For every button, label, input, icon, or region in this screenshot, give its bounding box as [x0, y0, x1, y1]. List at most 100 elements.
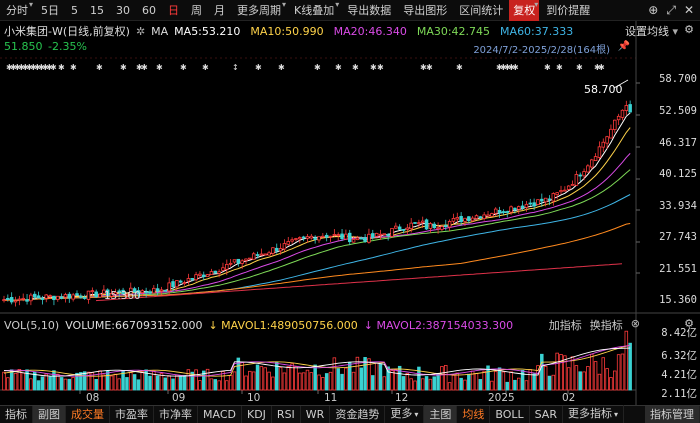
volume-bar: [344, 367, 348, 391]
tab-item[interactable]: BOLL: [490, 405, 530, 423]
tab-item[interactable]: MACD: [198, 405, 242, 423]
close-circle-icon[interactable]: ⊗: [630, 317, 640, 330]
volume-bar: [551, 374, 556, 391]
toolbar-item[interactable]: 区间统计: [459, 3, 504, 17]
candle-body: [340, 233, 344, 240]
candle-body: [117, 290, 121, 293]
tab-item[interactable]: 成交量: [66, 405, 110, 423]
candle-body: [413, 222, 417, 224]
date-axis-label: 08: [86, 392, 100, 404]
tab-item[interactable]: 更多指标 ▾: [563, 405, 624, 423]
period-items: 分时 ▾ 5日 5 15 30 60 日周月更多周期 ▾ K线叠加 ▾ 导出数据 导出图形 区间统计 复权 ▾…: [0, 0, 596, 21]
event-star-icon: ✱: [370, 63, 377, 72]
tab-item[interactable]: 主图: [424, 405, 458, 423]
candle-body: [32, 293, 37, 298]
chevron-down-icon[interactable]: ▾: [534, 0, 539, 9]
volume-bar: [225, 380, 229, 391]
event-star-icon: ✱: [314, 63, 321, 72]
toolbar-item[interactable]: 复权: [509, 0, 540, 21]
tab-item[interactable]: 副图: [33, 405, 66, 423]
volume-bar: [159, 373, 164, 391]
toolbar-item[interactable]: 15: [90, 3, 105, 17]
toolbar-item[interactable]: K线叠加: [294, 3, 335, 17]
volume-bar: [578, 371, 582, 391]
candle-body: [355, 237, 360, 241]
tab-item[interactable]: 市盈率: [110, 405, 154, 423]
candle-body: [40, 298, 45, 300]
toolbar-item[interactable]: 周: [191, 3, 203, 17]
gear-icon[interactable]: ✲: [135, 24, 146, 38]
pin-icon[interactable]: 📌: [617, 41, 630, 52]
toolbar-item[interactable]: 到价提醒: [546, 3, 591, 17]
volume-bar: [221, 371, 225, 391]
candle-body: [547, 198, 552, 201]
candle-body: [159, 289, 164, 292]
period-toolbar: 分时 ▾ 5日 5 15 30 60 日周月更多周期 ▾ K线叠加 ▾ 导出数据 导出图形 区间统计 复权 ▾…: [0, 0, 700, 21]
close-icon[interactable]: ✕: [683, 2, 694, 17]
toolbar-item[interactable]: 月: [214, 3, 226, 17]
chevron-down-icon[interactable]: ▾: [29, 0, 34, 9]
volume-bar: [570, 356, 575, 391]
volume-bar: [209, 378, 214, 391]
volume-bar: [102, 374, 106, 391]
candle-body: [586, 165, 590, 173]
toolbar-item[interactable]: 30: [116, 3, 131, 17]
event-star-icon: ✱: [556, 63, 563, 72]
volume-bar: [351, 371, 356, 391]
volume-bar: [305, 369, 310, 391]
tab-item[interactable]: 更多 ▾: [385, 405, 425, 423]
candle-body: [482, 214, 486, 220]
tab-item[interactable]: SAR: [530, 405, 563, 423]
toolbar-item[interactable]: 更多周期: [237, 3, 282, 17]
event-star-icon: ✱: [594, 63, 601, 72]
tab-item[interactable]: KDJ: [242, 405, 272, 423]
settings-gear-icon[interactable]: ⚙: [684, 23, 694, 36]
toolbar-item[interactable]: 分时: [6, 3, 28, 17]
volume-bar: [616, 354, 621, 391]
tab-item[interactable]: 资金趋势: [330, 405, 386, 423]
tab-item[interactable]: 指标管理: [645, 405, 700, 423]
volume-bar: [497, 367, 502, 391]
candle-body: [478, 216, 483, 219]
event-star-icon: ✱: [202, 63, 209, 72]
tab-item[interactable]: 指标: [0, 405, 33, 423]
tab-item[interactable]: WR: [301, 405, 331, 423]
volume-bar: [52, 370, 56, 391]
tab-item[interactable]: 市净率: [154, 405, 198, 423]
candle-body: [109, 293, 114, 297]
circle-plus-icon[interactable]: ⊕: [648, 2, 659, 17]
add-indicator-button[interactable]: 加指标: [548, 319, 582, 332]
toolbar-item[interactable]: 导出数据: [347, 3, 392, 17]
toolbar-item[interactable]: 5: [71, 3, 79, 17]
toolbar-item[interactable]: 60: [142, 3, 157, 17]
candle-body: [213, 270, 218, 274]
toolbar-item[interactable]: 日: [168, 3, 180, 17]
candle-body: [198, 273, 202, 276]
volume-settings-gear-icon[interactable]: ⚙: [684, 317, 694, 330]
candle-body: [593, 156, 598, 162]
toolbar-item[interactable]: 导出图形: [403, 3, 448, 17]
event-star-icon: ✱: [10, 63, 17, 72]
volume-bar: [467, 373, 471, 391]
chevron-down-icon[interactable]: ▾: [282, 0, 287, 9]
candle-body: [209, 271, 214, 275]
event-star-icon: ✱: [456, 63, 463, 72]
volume-bar: [540, 353, 544, 391]
candle-body: [2, 299, 6, 302]
date-axis-label: 11: [324, 392, 338, 404]
chevron-down-icon[interactable]: ▾: [335, 0, 340, 9]
volume-bar: [563, 355, 567, 391]
swap-indicator-button[interactable]: 换指标: [589, 319, 623, 332]
volume-bar: [129, 372, 133, 391]
indicator-tabs: 指标 副图 成交量 市盈率 市净率 MACD KDJ RSI WR 资金趋势 更多 ▾ 主图 均线 BOLL…: [0, 405, 700, 423]
tab-item[interactable]: 均线: [457, 405, 491, 423]
candle-body: [451, 218, 456, 222]
candle-body: [56, 295, 60, 300]
tab-item[interactable]: RSI: [272, 405, 301, 423]
candle-body: [255, 254, 260, 256]
volume-bar: [251, 371, 256, 391]
expand-icon[interactable]: ⤢: [666, 2, 676, 17]
toolbar-item[interactable]: 5日: [41, 3, 60, 17]
candle-body: [609, 128, 613, 139]
